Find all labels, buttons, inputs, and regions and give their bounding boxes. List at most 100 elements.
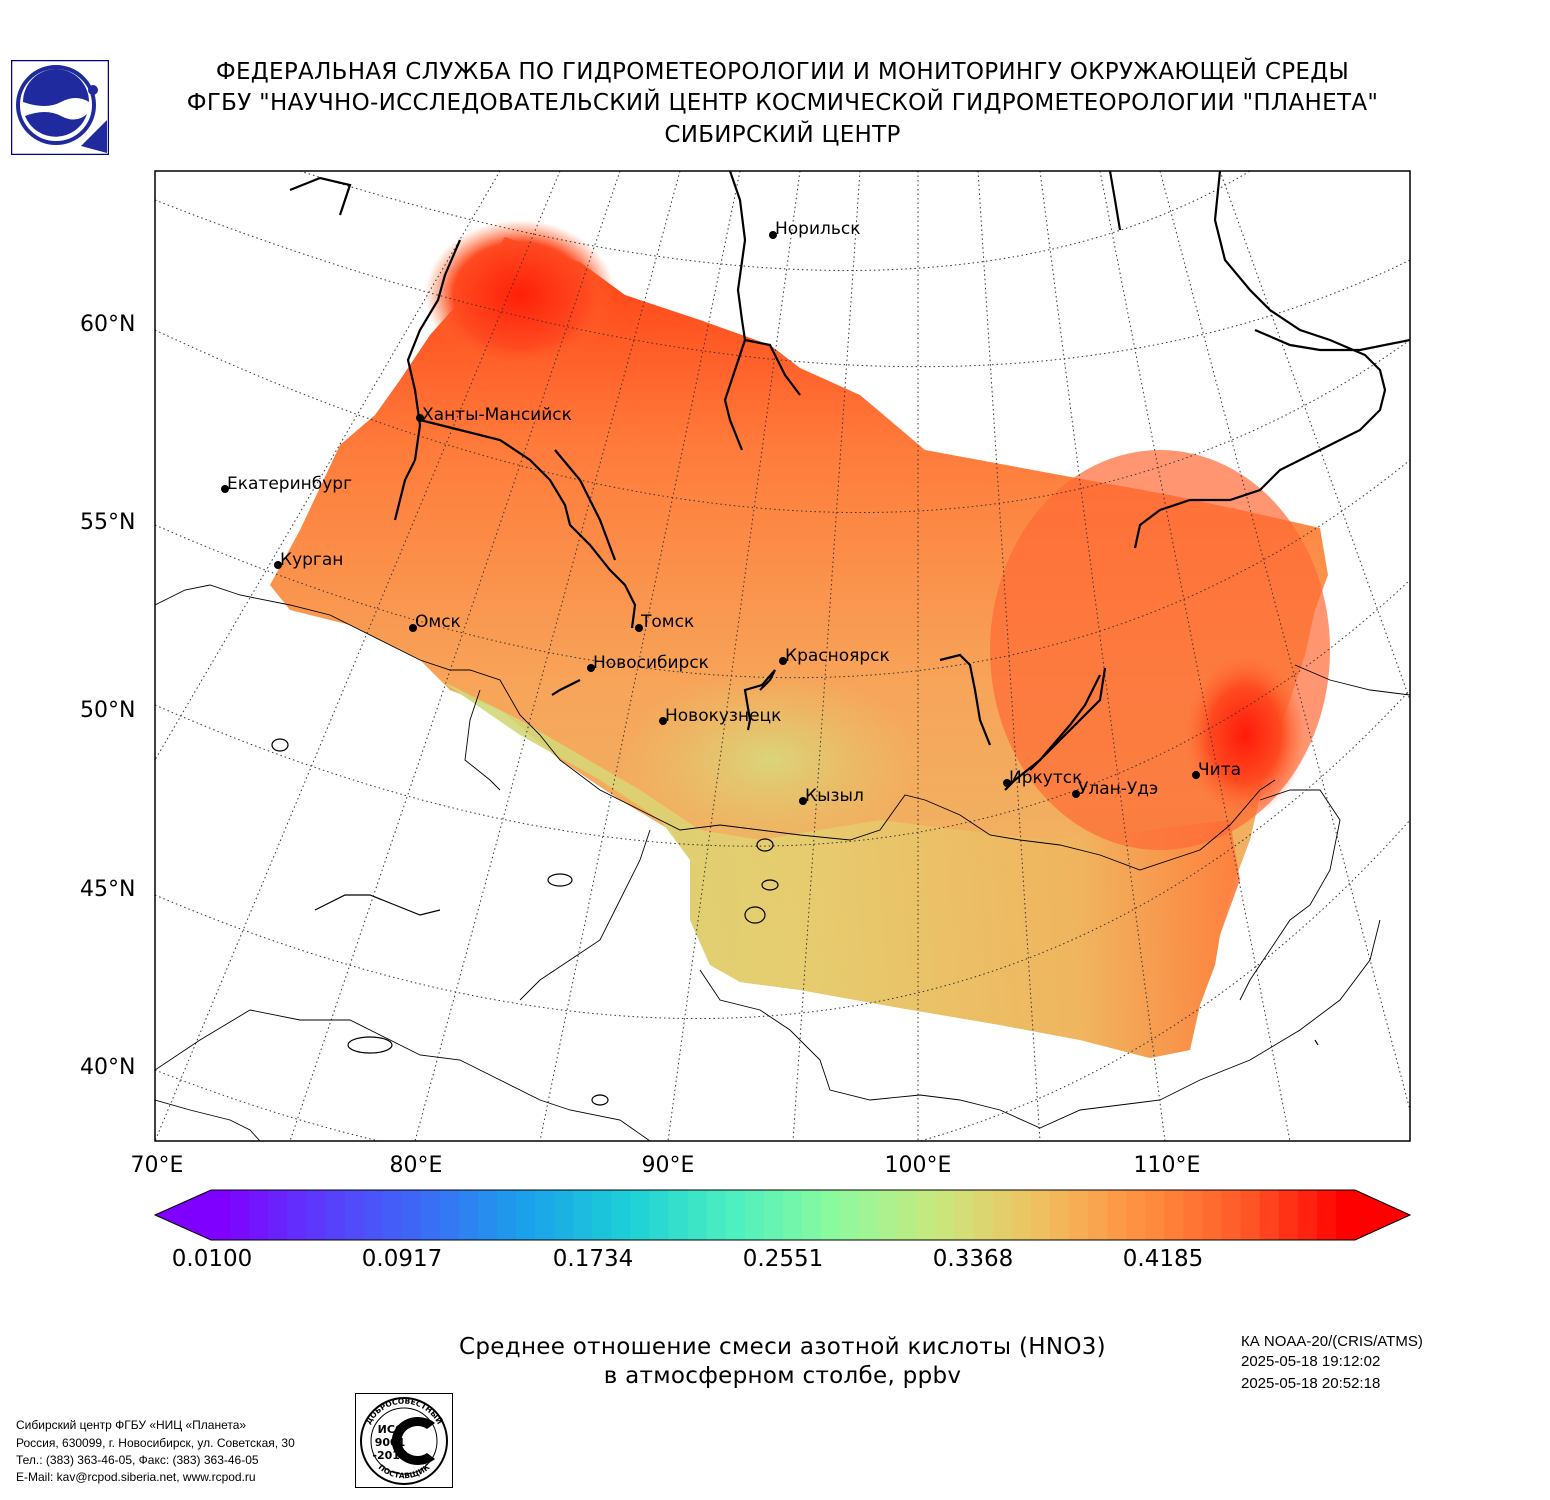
city-marker bbox=[221, 485, 229, 493]
colorbar-band bbox=[363, 1190, 384, 1240]
city-label-kyzyl: Кызыл bbox=[805, 786, 864, 806]
colorbar-band bbox=[1316, 1190, 1337, 1240]
colorbar-band bbox=[420, 1190, 441, 1240]
colorbar-band bbox=[611, 1190, 632, 1240]
colorbar-band bbox=[477, 1190, 498, 1240]
city-marker bbox=[1072, 790, 1080, 798]
city-marker bbox=[769, 231, 777, 239]
colorbar-band bbox=[1030, 1190, 1051, 1240]
colorbar-band bbox=[573, 1190, 593, 1240]
lat-label-55: 55°N bbox=[80, 510, 136, 535]
header-line-2: ФГБУ "НАУЧНО-ИССЛЕДОВАТЕЛЬСКИЙ ЦЕНТР КОС… bbox=[186, 90, 1379, 116]
header-line-3: СИБИРСКИЙ ЦЕНТР bbox=[664, 122, 901, 148]
rivers bbox=[289, 171, 1410, 791]
satellite-time-start: 2025-05-18 19:12:02 bbox=[1241, 1353, 1381, 1370]
hno3-field-south bbox=[440, 680, 1240, 1058]
colorbar-band bbox=[668, 1190, 689, 1240]
city-marker bbox=[409, 624, 417, 632]
city-label-krasnoyarsk: Красноярск bbox=[785, 646, 890, 666]
city-label-khanty-mansiysk: Ханты-Мансийск bbox=[422, 405, 572, 425]
colorbar-band bbox=[306, 1190, 326, 1240]
colorbar-band bbox=[802, 1190, 822, 1240]
colorbar-band bbox=[763, 1190, 784, 1240]
colorbar-tick-label: 0.1734 bbox=[552, 1246, 634, 1272]
lat-label-60: 60°N bbox=[80, 312, 136, 337]
colorbar-band bbox=[1164, 1190, 1184, 1240]
map-frame bbox=[154, 170, 1411, 1142]
lat-label-40: 40°N bbox=[80, 1055, 136, 1080]
hno3-low-area bbox=[620, 670, 920, 850]
colorbar-band bbox=[1088, 1190, 1108, 1240]
colorbar-band bbox=[687, 1190, 708, 1240]
colorbar-band bbox=[1069, 1190, 1089, 1240]
graticule-parallels bbox=[155, 171, 1410, 1141]
colorbar-band bbox=[1335, 1190, 1356, 1240]
colorbar-band bbox=[859, 1190, 879, 1240]
lon-label-80: 80°E bbox=[389, 1153, 443, 1178]
city-labels: Норильск Ханты-Мансийск Екатеринбург Кур… bbox=[227, 219, 1241, 806]
city-marker bbox=[779, 657, 787, 665]
colorbar-tick-label: 0.0100 bbox=[171, 1246, 253, 1272]
iso-badge-number: 9001 bbox=[375, 1436, 406, 1449]
colorbar-band bbox=[1259, 1190, 1280, 1240]
colorbar-band bbox=[840, 1190, 860, 1240]
city-marker bbox=[416, 414, 424, 422]
colorbar-band bbox=[706, 1190, 727, 1240]
colorbar-tick-label: 0.2551 bbox=[742, 1246, 824, 1272]
hno3-hotspot-chita bbox=[1185, 655, 1305, 815]
colorbar-band bbox=[344, 1190, 365, 1240]
colorbar-band bbox=[630, 1190, 651, 1240]
colorbar-band bbox=[554, 1190, 574, 1240]
colorbar-band bbox=[744, 1190, 765, 1240]
colorbar-band bbox=[821, 1190, 841, 1240]
footer-phone: Тел.: (383) 363-46-05, Факс: (383) 363-4… bbox=[16, 1453, 259, 1467]
hno3-hotspot-north bbox=[425, 220, 615, 370]
colorbar-band bbox=[1240, 1190, 1261, 1240]
colorbar-band bbox=[954, 1190, 975, 1240]
city-markers bbox=[221, 231, 1200, 805]
city-marker bbox=[587, 664, 595, 672]
lon-label-100: 100°E bbox=[884, 1153, 952, 1178]
colorbar-band bbox=[535, 1190, 555, 1240]
city-label-tomsk: Томск bbox=[640, 612, 694, 632]
lon-label-90: 90°E bbox=[641, 1153, 695, 1178]
colorbar-band bbox=[1126, 1190, 1146, 1240]
colorbar-band bbox=[458, 1190, 479, 1240]
city-label-kurgan: Курган bbox=[280, 550, 343, 570]
colorbar-band bbox=[382, 1190, 403, 1240]
city-marker bbox=[799, 797, 807, 805]
city-marker bbox=[274, 561, 282, 569]
map-title-line-1: Среднее отношение смеси азотной кислоты … bbox=[459, 1334, 1106, 1360]
colorbar-band bbox=[878, 1190, 898, 1240]
colorbar-band bbox=[1202, 1190, 1223, 1240]
lat-label-50: 50°N bbox=[80, 698, 136, 723]
lon-label-70: 70°E bbox=[130, 1153, 184, 1178]
borders bbox=[155, 584, 1410, 1141]
city-label-ulan-ude: Улан-Удэ bbox=[1078, 779, 1158, 799]
header-line-1: ФЕДЕРАЛЬНАЯ СЛУЖБА ПО ГИДРОМЕТЕОРОЛОГИИ … bbox=[215, 59, 1350, 85]
city-label-chita: Чита bbox=[1198, 760, 1241, 780]
colorbar-tick-label: 0.0917 bbox=[361, 1246, 443, 1272]
colorbar-band bbox=[211, 1190, 231, 1240]
colorbar-band bbox=[1049, 1190, 1070, 1240]
planeta-logo-icon bbox=[11, 60, 109, 155]
map-title-line-2: в атмосферном столбе, ppbv bbox=[603, 1363, 962, 1389]
city-label-irkutsk: Иркутск bbox=[1009, 768, 1082, 788]
colorbar-band bbox=[649, 1190, 670, 1240]
city-label-novosibirsk: Новосибирск bbox=[593, 653, 709, 673]
colorbar-band bbox=[1297, 1190, 1318, 1240]
colorbar-band bbox=[287, 1190, 307, 1240]
city-marker bbox=[1192, 771, 1200, 779]
colorbar-band bbox=[1107, 1190, 1127, 1240]
colorbar-band bbox=[401, 1190, 422, 1240]
colorbar-band bbox=[268, 1190, 288, 1240]
satellite-time-end: 2025-05-18 20:52:18 bbox=[1241, 1375, 1381, 1392]
city-label-novokuznetsk: Новокузнецк bbox=[665, 706, 781, 726]
city-marker bbox=[635, 624, 643, 632]
iso-badge-iso: ИСО bbox=[378, 1423, 405, 1436]
colorbar-band bbox=[325, 1190, 346, 1240]
city-label-norilsk: Норильск bbox=[775, 219, 861, 239]
lat-label-45: 45°N bbox=[80, 877, 136, 902]
colorbar-band bbox=[725, 1190, 746, 1240]
